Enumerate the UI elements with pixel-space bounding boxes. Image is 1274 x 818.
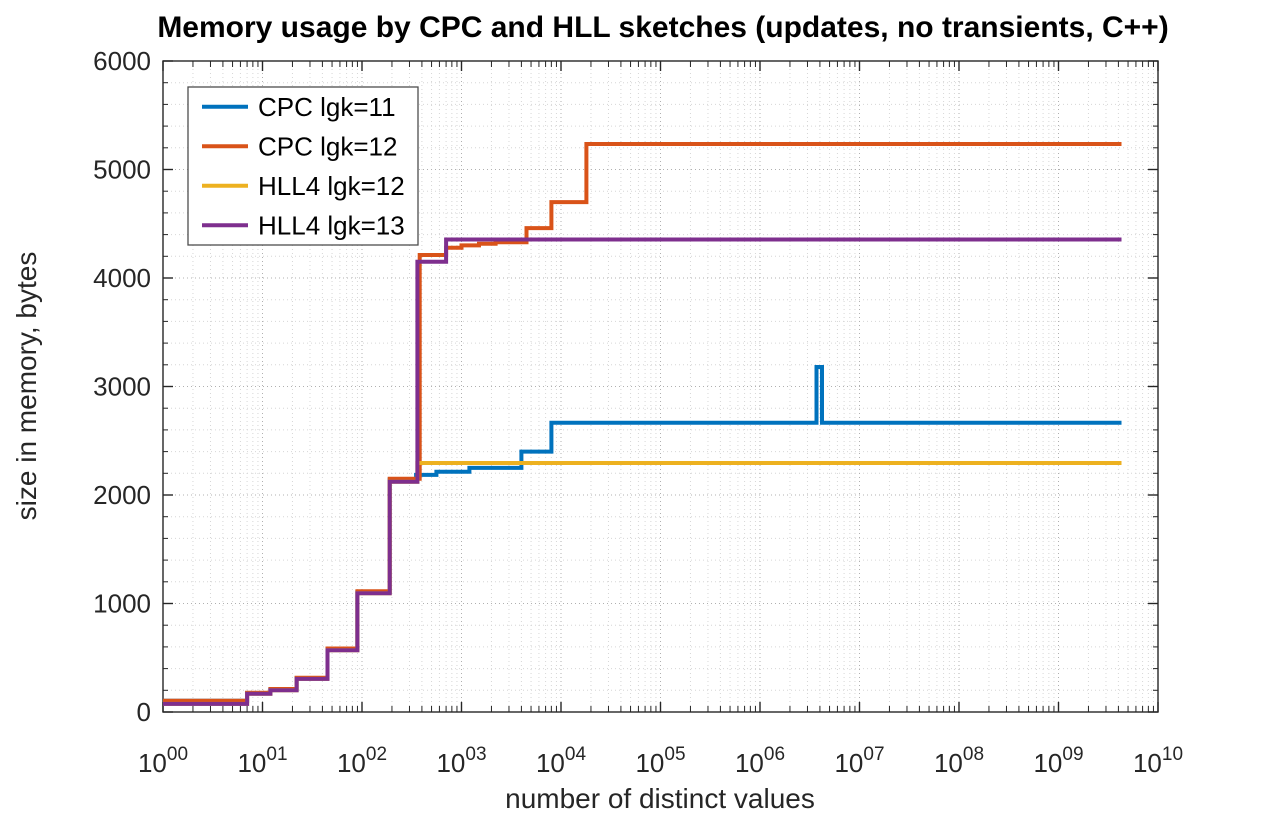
y-tick-label: 0 xyxy=(137,697,151,727)
legend-label: HLL4 lgk=12 xyxy=(258,171,405,201)
series-line-cpc-lgk-11 xyxy=(163,365,1122,703)
legend-entry-hll4-lgk-13: HLL4 lgk=13 xyxy=(202,210,405,240)
y-tick-labels: 0 1000 2000 3000 4000 5000 6000 xyxy=(93,46,151,727)
legend-entry-cpc-lgk-12: CPC lgk=12 xyxy=(202,131,397,161)
x-tick-labels: 1000 1001 1002 1003 1004 1005 1006 1007 1008 1009… xyxy=(138,744,1183,778)
x-tick-label: 1009 xyxy=(1033,744,1083,778)
series-line-hll4-lgk-13 xyxy=(163,237,1122,706)
y-tick-label: 5000 xyxy=(93,155,151,185)
legend-label: CPC lgk=11 xyxy=(258,92,396,122)
legend-entry-hll4-lgk-12: HLL4 lgk=12 xyxy=(202,171,405,201)
y-tick-label: 2000 xyxy=(93,480,151,510)
tick-marks xyxy=(162,60,1159,713)
x-tick-label: 1003 xyxy=(436,744,486,778)
x-tick-label: 1007 xyxy=(834,744,884,778)
legend: CPC lgk=11 CPC lgk=12 HLL4 lgk=12 HLL4 lgk=… xyxy=(187,86,419,246)
x-tick-label: 1008 xyxy=(934,744,984,778)
y-tick-label: 1000 xyxy=(93,589,151,619)
x-tick-label: 1000 xyxy=(138,744,188,778)
y-tick-label: 3000 xyxy=(93,372,151,402)
y-axis-label: size in memory, bytes xyxy=(11,251,42,521)
chart-title: Memory usage by CPC and HLL sketches (up… xyxy=(157,11,1169,44)
y-tick-label: 4000 xyxy=(93,263,151,293)
series-line-hll4-lgk-12 xyxy=(163,461,1122,706)
x-axis-label: number of distinct values xyxy=(505,783,815,814)
legend-entry-cpc-lgk-11: CPC lgk=11 xyxy=(202,92,396,122)
x-tick-label: 1001 xyxy=(237,744,287,778)
legend-label: CPC lgk=12 xyxy=(258,131,397,161)
legend-label: HLL4 lgk=13 xyxy=(258,210,405,240)
y-tick-label: 6000 xyxy=(93,46,151,76)
x-tick-label: 1005 xyxy=(635,744,685,778)
x-tick-label: 1002 xyxy=(337,744,387,778)
legend-box xyxy=(187,86,419,246)
x-tick-label: 1010 xyxy=(1133,744,1183,778)
x-tick-label: 1006 xyxy=(735,744,785,778)
x-tick-label: 1004 xyxy=(536,744,586,778)
